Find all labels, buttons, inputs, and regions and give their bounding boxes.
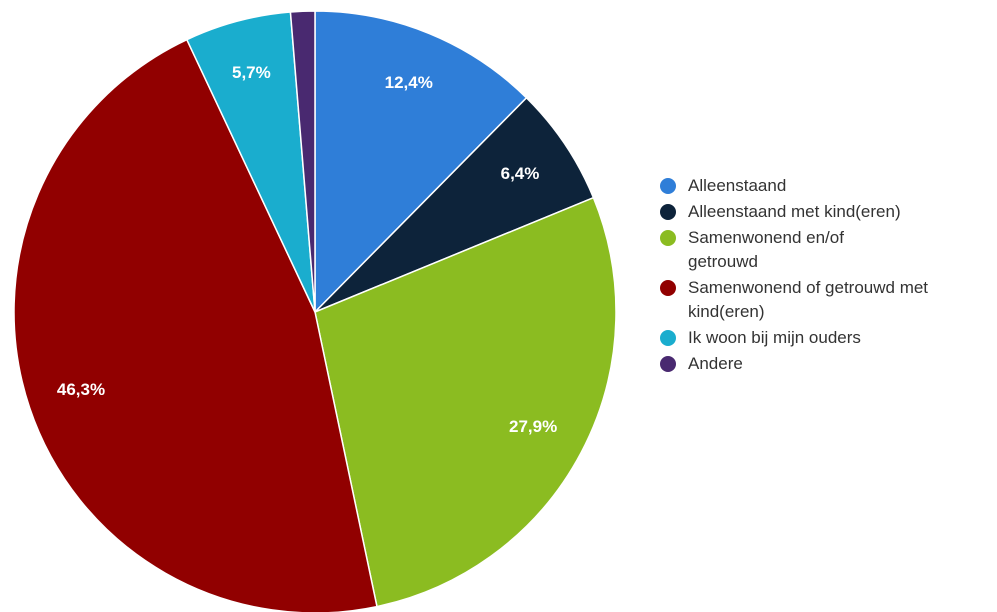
legend-item[interactable]: Ik woon bij mijn ouders [660, 326, 988, 350]
pie-slice [314, 96, 595, 313]
legend-label: Alleenstaand [688, 176, 787, 195]
data-label: 6,4% [501, 164, 540, 183]
legend-item[interactable]: Alleenstaand [660, 174, 988, 198]
legend-marker [660, 230, 676, 246]
legend-label: Andere [688, 354, 743, 373]
legend-label: Ik woon bij mijn ouders [688, 328, 861, 347]
pie-slice [289, 10, 316, 313]
legend-item[interactable]: Samenwonend of getrouwd met kind(eren) [660, 276, 988, 324]
pie-slice [13, 38, 378, 612]
legend-marker [660, 280, 676, 296]
legend-marker [660, 330, 676, 346]
pie-slice [314, 196, 617, 608]
legend-item[interactable]: Samenwonend en/of getrouwd [660, 226, 988, 274]
data-label: 46,3% [57, 380, 105, 399]
legend-label: Samenwonend en/of getrouwd [688, 228, 844, 271]
legend-label: Alleenstaand met kind(eren) [688, 202, 901, 221]
pie-slice [314, 10, 528, 314]
data-label: 5,7% [232, 63, 271, 82]
data-label: 12,4% [385, 73, 433, 92]
data-label: 27,9% [509, 417, 557, 436]
legend-marker [660, 178, 676, 194]
legend-marker [660, 204, 676, 220]
legend-label: Samenwonend of getrouwd met kind(eren) [688, 278, 929, 321]
legend-marker [660, 356, 676, 372]
legend-item[interactable]: Andere [660, 352, 988, 376]
legend-item[interactable]: Alleenstaand met kind(eren) [660, 200, 988, 224]
legend: Alleenstaand Alleenstaand met kind(eren) S… [660, 174, 988, 378]
